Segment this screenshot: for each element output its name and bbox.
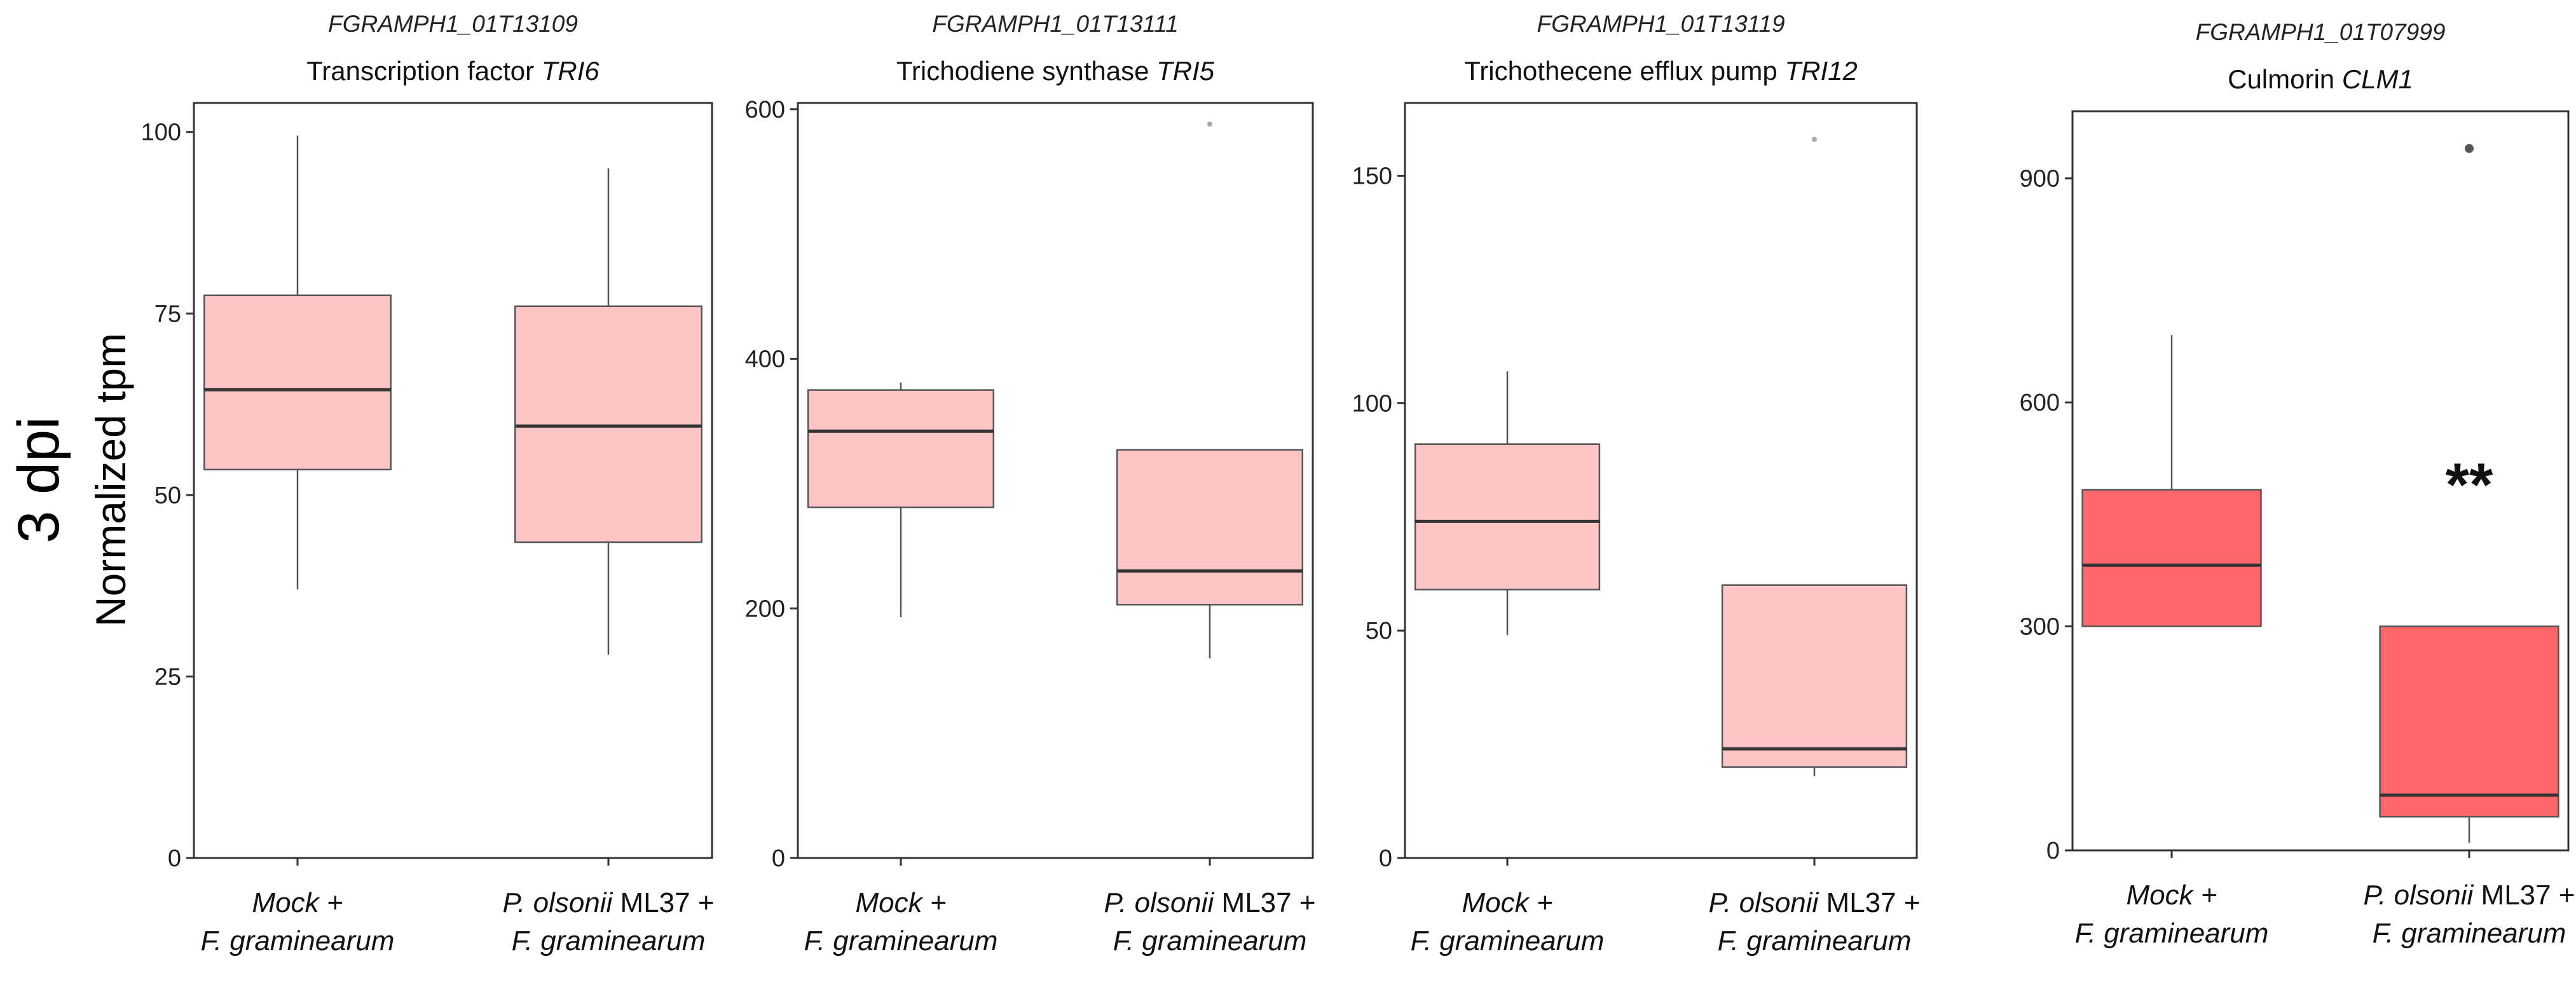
y-tick-label: 600 xyxy=(2020,390,2060,416)
panel-title: Trichothecene efflux pump TRI12 xyxy=(1464,56,1858,86)
y-tick-label: 25 xyxy=(154,664,181,690)
category-italic: P. olsonii xyxy=(1708,887,1819,918)
plot-frame xyxy=(1404,102,1918,859)
y-tick-label: 0 xyxy=(2046,838,2060,864)
plot-frame xyxy=(2071,110,2570,852)
plot-frame xyxy=(193,102,713,859)
y-tick-label: 0 xyxy=(168,845,181,872)
outlier-point xyxy=(2465,144,2474,153)
title-plain: Transcription factor xyxy=(306,56,542,86)
category-label-line2: F. graminearum xyxy=(1411,925,1605,957)
category-italic: P. olsonii xyxy=(2363,880,2474,911)
category-italic: P. olsonii xyxy=(502,887,613,918)
category-label-line2: F. graminearum xyxy=(2075,918,2269,949)
y-tick-label: 400 xyxy=(745,346,785,373)
y-tick-label: 75 xyxy=(154,301,181,327)
iqr-box xyxy=(203,294,392,471)
category-label-line2: F. graminearum xyxy=(512,925,706,957)
category-italic: Mock + xyxy=(2126,880,2217,911)
y-tick-label: 900 xyxy=(2020,166,2060,193)
category-label-line1: P. olsonii ML37 + xyxy=(502,887,714,918)
title-plain: Trichodiene synthase xyxy=(896,56,1156,86)
category-plain: ML37 + xyxy=(1214,887,1315,918)
y-tick-label: 50 xyxy=(154,482,181,509)
category-italic: Mock + xyxy=(855,887,946,918)
category-label-line1: Mock + xyxy=(252,887,343,918)
y-tick-label: 300 xyxy=(2020,614,2060,641)
category-label-line2: F. graminearum xyxy=(1718,925,1912,957)
y-tick-label: 50 xyxy=(1366,618,1392,644)
box-1 xyxy=(203,135,392,590)
panel-title: Transcription factor TRI6 xyxy=(306,56,599,86)
box-2 xyxy=(1116,121,1304,658)
category-label-line1: Mock + xyxy=(2126,880,2217,911)
y-tick-label: 150 xyxy=(1352,163,1392,190)
title-gene-symbol: TRI5 xyxy=(1156,56,1215,86)
panel-title: Trichodiene synthase TRI5 xyxy=(896,56,1215,86)
title-gene-symbol: TRI12 xyxy=(1785,56,1857,86)
row-label: 3 dpi xyxy=(6,416,71,543)
box-2 xyxy=(514,168,702,655)
iqr-box xyxy=(1414,443,1601,591)
category-label-line2: F. graminearum xyxy=(201,925,395,957)
category-label-line1: P. olsonii ML37 + xyxy=(2363,880,2575,911)
iqr-box xyxy=(807,389,995,508)
significance-annotation: ** xyxy=(2446,451,2493,519)
chart-panel-3: FGRAMPH1_01T13119 Trichothecene efflux pu… xyxy=(1352,11,1921,957)
category-label-line2: F. graminearum xyxy=(804,925,998,957)
category-label-line1: Mock + xyxy=(1462,887,1552,918)
y-tick-label: 200 xyxy=(745,596,785,622)
chart-panel-1: FGRAMPH1_01T13109 Transcription factor TR… xyxy=(141,11,715,957)
iqr-box xyxy=(2081,489,2262,627)
box-1 xyxy=(2081,335,2262,627)
y-tick-label: 0 xyxy=(772,845,785,872)
box-2 xyxy=(2379,144,2559,843)
title-plain: Trichothecene efflux pump xyxy=(1464,56,1785,86)
title-gene-symbol: TRI6 xyxy=(542,56,600,86)
category-plain: ML37 + xyxy=(612,887,714,918)
box-1 xyxy=(1414,371,1601,636)
category-italic: Mock + xyxy=(252,887,343,918)
chart-panel-2: FGRAMPH1_01T13111 Trichodiene synthase TR… xyxy=(745,11,1316,957)
box-1 xyxy=(807,382,995,618)
row-label-group: 3 dpi Normalized tpm xyxy=(6,333,134,627)
panels: FGRAMPH1_01T13109 Transcription factor TR… xyxy=(141,11,2575,957)
y-tick-label: 100 xyxy=(141,119,181,146)
y-tick-label: 0 xyxy=(1379,845,1392,872)
iqr-box xyxy=(1116,449,1304,606)
category-label-line1: P. olsonii ML37 + xyxy=(1104,887,1315,918)
title-plain: Culmorin xyxy=(2228,64,2342,94)
gene-id: FGRAMPH1_01T13111 xyxy=(932,11,1178,37)
panel-title: Culmorin CLM1 xyxy=(2228,64,2413,94)
category-plain: ML37 + xyxy=(1818,887,1920,918)
outlier-point xyxy=(1812,137,1817,142)
plot-frame xyxy=(797,102,1314,859)
y-tick-label: 100 xyxy=(1352,390,1392,417)
category-label-line1: Mock + xyxy=(855,887,946,918)
category-italic: P. olsonii xyxy=(1104,887,1214,918)
category-label-line2: F. graminearum xyxy=(1113,925,1307,957)
gene-id: FGRAMPH1_01T13109 xyxy=(328,11,578,37)
category-italic: Mock + xyxy=(1462,887,1552,918)
gene-id: FGRAMPH1_01T13119 xyxy=(1537,11,1785,37)
chart-panel-4: FGRAMPH1_01T07999 Culmorin CLM1 0 300 600 900… xyxy=(2020,19,2575,949)
category-label-line1: P. olsonii ML37 + xyxy=(1708,887,1920,918)
gene-id: FGRAMPH1_01T07999 xyxy=(2196,19,2446,45)
category-plain: ML37 + xyxy=(2473,880,2575,911)
iqr-box xyxy=(2379,625,2559,818)
category-label-line2: F. graminearum xyxy=(2373,918,2566,949)
title-gene-symbol: CLM1 xyxy=(2342,64,2413,94)
iqr-box xyxy=(1721,584,1908,768)
iqr-box xyxy=(514,305,702,543)
box-2 xyxy=(1721,137,1908,777)
outlier-point xyxy=(1207,121,1212,127)
y-tick-label: 600 xyxy=(745,97,785,123)
y-axis-label: Normalized tpm xyxy=(87,333,134,627)
